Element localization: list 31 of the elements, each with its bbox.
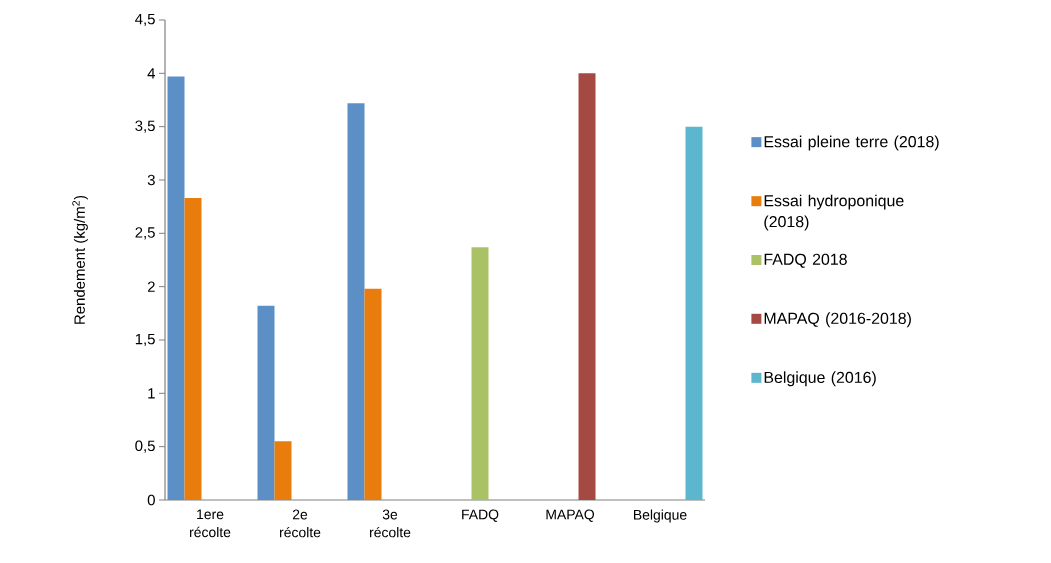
x-tick-label: 3e récolte	[370, 509, 411, 538]
bar	[685, 126, 703, 500]
x-tick-label: 1ere récolte	[190, 509, 231, 538]
x-tick-label: 2e récolte	[280, 509, 321, 538]
legend-label: MAPAQ (2016-2018)	[764, 312, 911, 328]
y-tick-label: 4	[147, 68, 156, 79]
bar	[471, 247, 489, 500]
y-tick-label: 3,5	[135, 120, 155, 133]
x-tick-label: MAPAQ	[546, 509, 595, 522]
legend-label: Essai hydroponique (2018)	[764, 194, 904, 231]
y-tick-label: 2	[147, 281, 155, 292]
legend-label: Essai pleine terre (2018)	[764, 135, 939, 151]
y-tick-label: 3	[147, 174, 155, 186]
y-tick-label: 4,5	[135, 13, 155, 27]
bar	[184, 198, 202, 500]
y-tick-label: 0,5	[135, 440, 155, 453]
bar	[347, 103, 365, 500]
bar	[364, 288, 382, 500]
x-tick-label: Belgique	[634, 509, 687, 523]
legend-label: FADQ 2018	[764, 253, 847, 268]
y-tick-label: 2,5	[135, 227, 155, 240]
y-tick-label: 0	[147, 494, 155, 506]
x-tick-label: FADQ	[462, 509, 499, 522]
legend-label: Belgique (2016)	[764, 371, 876, 387]
bar	[167, 76, 185, 500]
y-axis-title: Rendement (kg/m$^{2}$)	[72, 195, 88, 324]
y-tick-label: 1,5	[135, 333, 155, 347]
bar	[274, 441, 292, 500]
bar	[257, 305, 275, 500]
bar	[578, 73, 596, 500]
y-tick-label: 1	[148, 388, 155, 399]
